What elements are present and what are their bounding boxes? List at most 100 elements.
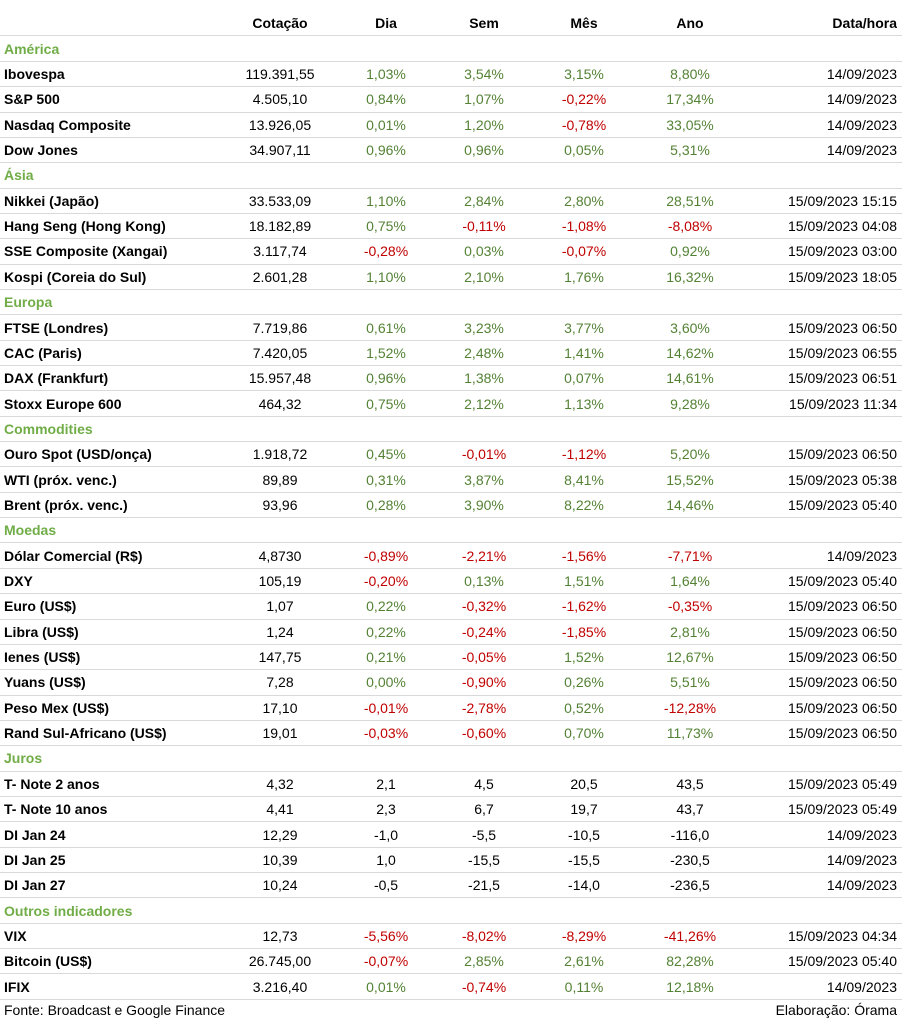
table-row: DAX (Frankfurt) 15.957,48 0,96% 1,38% 0,07% 1…: [0, 366, 902, 392]
row-name: DI Jan 25: [4, 851, 66, 868]
row-quote: 12,29: [262, 826, 298, 843]
section-row: Ásia: [0, 163, 902, 189]
row-quote: 4,8730: [258, 547, 302, 564]
row-week-change: 2,10%: [464, 268, 504, 285]
row-month-change: 3,15%: [564, 66, 604, 83]
row-year-change: 28,51%: [666, 192, 714, 209]
row-week-change: -15,5: [468, 851, 500, 868]
row-datetime: 15/09/2023 11:34: [789, 395, 897, 412]
table-row: Ouro Spot (USD/onça) 1.918,72 0,45% -0,01% -…: [0, 442, 902, 468]
row-datetime: 15/09/2023 03:00: [788, 243, 897, 260]
row-day-change: -0,5: [373, 877, 399, 894]
row-month-change: 2,61%: [564, 953, 604, 970]
row-day-change: 0,31%: [366, 471, 406, 488]
table-row: Kospi (Coreia do Sul) 2.601,28 1,10% 2,10% 1…: [0, 265, 902, 290]
table-row: Ibovespa 119.391,55 1,03% 3,54% 3,15% 8,80% 14…: [0, 62, 902, 88]
row-week-change: -21,5: [468, 877, 500, 894]
row-week-change: -0,32%: [461, 598, 507, 615]
header-week: Sem: [469, 15, 499, 32]
row-month-change: 2,80%: [564, 192, 604, 209]
row-month-change: -8,29%: [561, 927, 607, 944]
row-year-change: -236,5: [670, 877, 710, 894]
row-year-change: 33,05%: [666, 116, 714, 133]
row-name: DAX (Frankfurt): [4, 370, 109, 387]
table-row: DI Jan 27 10,24 -0,5 -21,5 -14,0 -236,5 14/09/…: [0, 873, 902, 899]
row-week-change: -8,02%: [461, 927, 507, 944]
row-year-change: -0,35%: [667, 598, 713, 615]
row-month-change: 19,7: [570, 801, 598, 818]
row-name: DI Jan 24: [4, 826, 66, 843]
row-name: Peso Mex (US$): [4, 699, 110, 716]
row-day-change: -0,01%: [363, 699, 409, 716]
row-week-change: 4,5: [474, 775, 494, 792]
row-name: Brent (próx. venc.): [4, 496, 128, 513]
row-week-change: -2,78%: [461, 699, 507, 716]
row-datetime: 15/09/2023 06:50: [788, 623, 897, 640]
row-datetime: 14/09/2023: [826, 116, 897, 133]
table-row: Hang Seng (Hong Kong) 18.182,89 0,75% -0,11…: [0, 214, 902, 240]
row-month-change: 1,41%: [564, 344, 604, 361]
row-name: T- Note 10 anos: [4, 801, 108, 818]
row-datetime: 15/09/2023 06:50: [788, 446, 897, 463]
table-row: Ienes (US$) 147,75 0,21% -0,05% 1,52% 12,67% 1…: [0, 645, 902, 671]
row-year-change: -230,5: [670, 851, 710, 868]
row-day-change: 0,75%: [366, 395, 406, 412]
row-name: Nasdaq Composite: [4, 116, 131, 133]
row-week-change: 2,48%: [464, 344, 504, 361]
row-quote: 15.957,48: [248, 370, 312, 387]
row-month-change: 1,76%: [564, 268, 604, 285]
row-month-change: -10,5: [568, 826, 600, 843]
row-day-change: 0,28%: [366, 496, 406, 513]
row-quote: 89,89: [262, 471, 298, 488]
row-month-change: 0,07%: [564, 370, 604, 387]
row-year-change: 43,5: [676, 775, 704, 792]
row-month-change: 0,70%: [564, 725, 604, 742]
row-quote: 17,10: [262, 699, 298, 716]
row-month-change: 0,05%: [564, 142, 604, 159]
row-year-change: 14,46%: [666, 496, 714, 513]
row-datetime: 14/09/2023: [826, 142, 897, 159]
row-name: Euro (US$): [4, 598, 77, 615]
section-row: Commodities: [0, 417, 902, 443]
row-month-change: -1,12%: [561, 446, 607, 463]
row-month-change: 8,22%: [564, 496, 604, 513]
row-quote: 12,73: [262, 927, 298, 944]
row-datetime: 15/09/2023 06:51: [788, 370, 897, 387]
row-quote: 147,75: [258, 649, 302, 666]
row-name: IFIX: [4, 978, 30, 995]
table-row: Stoxx Europe 600 464,32 0,75% 2,12% 1,13% 9,2…: [0, 391, 902, 417]
row-week-change: -0,74%: [461, 978, 507, 995]
row-week-change: 0,96%: [464, 142, 504, 159]
table-row: WTI (próx. venc.) 89,89 0,31% 3,87% 8,41% 15,…: [0, 467, 902, 493]
row-week-change: 3,87%: [464, 471, 504, 488]
row-name: T- Note 2 anos: [4, 775, 100, 792]
row-quote: 1.918,72: [252, 446, 308, 463]
row-quote: 105,19: [258, 573, 302, 590]
row-datetime: 15/09/2023 05:49: [788, 775, 897, 792]
row-day-change: 2,3: [376, 801, 396, 818]
row-name: Ienes (US$): [4, 649, 81, 666]
row-year-change: -12,28%: [663, 699, 717, 716]
row-year-change: 15,52%: [666, 471, 714, 488]
row-datetime: 15/09/2023 06:55: [788, 344, 897, 361]
section-title: Moedas: [4, 522, 57, 539]
row-year-change: -8,08%: [667, 218, 713, 235]
header-day: Dia: [375, 15, 397, 32]
row-name: Stoxx Europe 600: [4, 395, 122, 412]
section-row: Juros: [0, 746, 902, 772]
row-datetime: 15/09/2023 05:40: [788, 496, 897, 513]
row-day-change: -0,89%: [363, 547, 409, 564]
row-year-change: 2,81%: [670, 623, 710, 640]
row-quote: 2.601,28: [252, 268, 308, 285]
row-week-change: 2,12%: [464, 395, 504, 412]
header-month: Mês: [570, 15, 598, 32]
row-week-change: 3,54%: [464, 66, 504, 83]
row-datetime: 15/09/2023 06:50: [788, 725, 897, 742]
row-datetime: 15/09/2023 05:40: [788, 953, 897, 970]
row-year-change: 82,28%: [666, 953, 714, 970]
row-year-change: 14,62%: [666, 344, 714, 361]
row-quote: 4,41: [266, 801, 294, 818]
row-name: VIX: [4, 927, 27, 944]
table-row: Nasdaq Composite 13.926,05 0,01% 1,20% -0,78…: [0, 113, 902, 138]
row-name: Kospi (Coreia do Sul): [4, 268, 147, 285]
